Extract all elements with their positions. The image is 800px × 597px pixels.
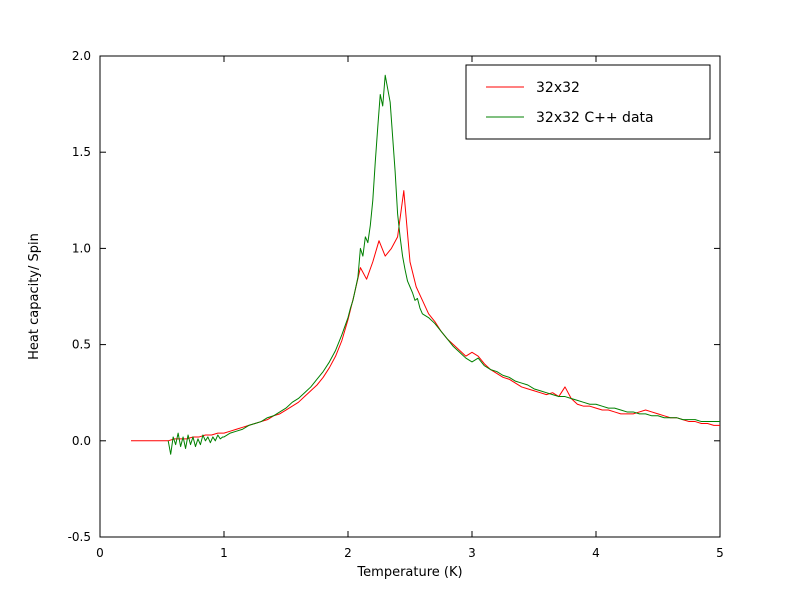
- series-line-0: [131, 190, 720, 442]
- legend-label: 32x32: [536, 80, 580, 96]
- y-tick-label: 1.0: [72, 241, 91, 255]
- y-tick-label: -0.5: [68, 530, 91, 544]
- x-tick-label: 0: [96, 546, 104, 560]
- legend: 32x32 32x32 C++ data: [465, 64, 711, 140]
- x-tick-label: 5: [716, 546, 724, 560]
- y-axis: -0.5 0.0 0.5 1.0 1.5 2.0: [68, 49, 720, 544]
- y-tick-label: 1.5: [72, 145, 91, 159]
- x-tick-label: 4: [592, 546, 600, 560]
- y-tick-label: 0.5: [72, 338, 91, 352]
- x-tick-label: 1: [220, 546, 228, 560]
- x-tick-label: 3: [468, 546, 476, 560]
- x-tick-label: 2: [344, 546, 352, 560]
- y-axis-label: Heat capacity/ Spin: [27, 233, 42, 360]
- series-line-1: [167, 74, 720, 455]
- x-axis: 0 1 2 3 4 5: [96, 56, 724, 560]
- legend-box: [465, 64, 711, 140]
- axes-frame: [99, 55, 721, 538]
- y-tick-label: 0.0: [72, 434, 91, 448]
- x-axis-label: Temperature (K): [356, 565, 462, 580]
- legend-label: 32x32 C++ data: [536, 110, 654, 126]
- y-tick-label: 2.0: [72, 49, 91, 63]
